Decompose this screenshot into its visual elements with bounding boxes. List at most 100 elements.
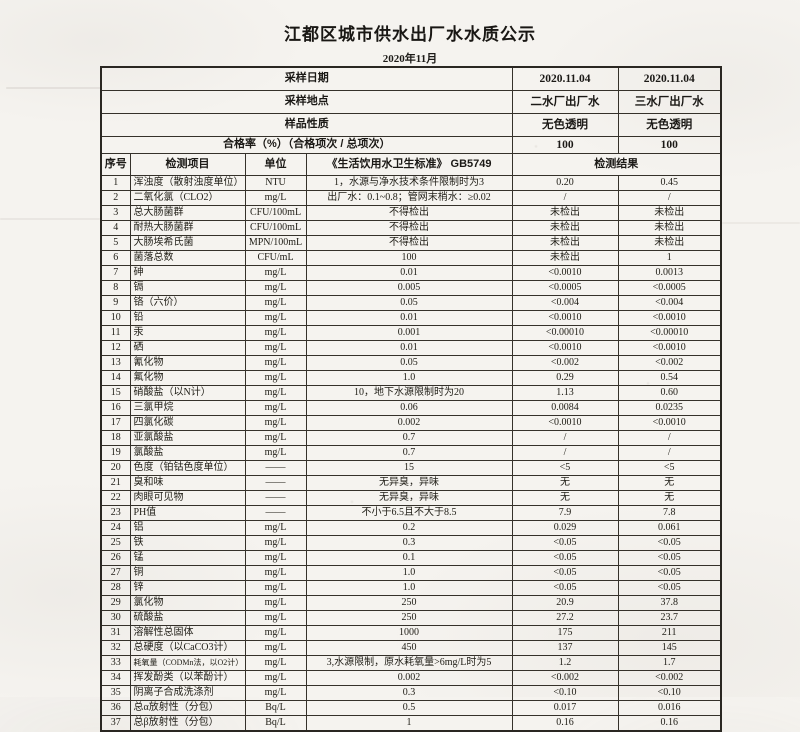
table-row: 6 菌落总数 CFU/mL 100 未检出 1 bbox=[101, 251, 721, 266]
col-header-result: 检测结果 bbox=[512, 154, 721, 176]
cell-standard-limit: 0.01 bbox=[306, 341, 512, 356]
cell-test-item: 浑浊度（散射浊度单位） bbox=[130, 176, 245, 191]
cell-standard-limit: 450 bbox=[306, 641, 512, 656]
cell-result-plant2: <0.05 bbox=[512, 581, 618, 596]
table-row: 24 铝 mg/L 0.2 0.029 0.061 bbox=[101, 521, 721, 536]
table-row: 1 浑浊度（散射浊度单位） NTU 1，水源与净水技术条件限制时为3 0.20 … bbox=[101, 176, 721, 191]
cell-result-plant2: 0.017 bbox=[512, 701, 618, 716]
cell-result-plant3: <5 bbox=[618, 461, 721, 476]
cell-row-number: 37 bbox=[101, 716, 130, 732]
cell-result-plant2: <0.0010 bbox=[512, 341, 618, 356]
cell-result-plant3: <0.002 bbox=[618, 356, 721, 371]
cell-standard-limit: 250 bbox=[306, 611, 512, 626]
water-quality-table: 采样日期 2020.11.04 2020.11.04 采样地点 二水厂出厂水 三… bbox=[100, 66, 722, 732]
cell-standard-limit: 100 bbox=[306, 251, 512, 266]
cell-unit: mg/L bbox=[245, 641, 306, 656]
cell-result-plant2: 1.2 bbox=[512, 656, 618, 671]
cell-result-plant2: 未检出 bbox=[512, 206, 618, 221]
info-value-plant3: 无色透明 bbox=[618, 114, 721, 137]
cell-result-plant3: <0.004 bbox=[618, 296, 721, 311]
cell-test-item: 阴离子合成洗涤剂 bbox=[130, 686, 245, 701]
cell-test-item: 锰 bbox=[130, 551, 245, 566]
cell-result-plant2: <0.0010 bbox=[512, 266, 618, 281]
cell-test-item: PH值 bbox=[130, 506, 245, 521]
info-value-plant2: 2020.11.04 bbox=[512, 67, 618, 91]
table-row: 20 色度（铂钴色度单位） —— 15 <5 <5 bbox=[101, 461, 721, 476]
cell-standard-limit: 1.0 bbox=[306, 566, 512, 581]
cell-standard-limit: 0.05 bbox=[306, 356, 512, 371]
cell-result-plant2: <0.10 bbox=[512, 686, 618, 701]
cell-result-plant3: 0.16 bbox=[618, 716, 721, 732]
cell-unit: mg/L bbox=[245, 416, 306, 431]
cell-result-plant3: 0.0013 bbox=[618, 266, 721, 281]
scan-artifact-streak bbox=[6, 87, 102, 89]
cell-result-plant2: <0.002 bbox=[512, 671, 618, 686]
cell-result-plant3: 0.54 bbox=[618, 371, 721, 386]
cell-result-plant3: / bbox=[618, 431, 721, 446]
cell-row-number: 5 bbox=[101, 236, 130, 251]
cell-row-number: 17 bbox=[101, 416, 130, 431]
cell-standard-limit: 出厂水：0.1~0.8；管网末梢水：≥0.02 bbox=[306, 191, 512, 206]
cell-row-number: 35 bbox=[101, 686, 130, 701]
cell-test-item: 总大肠菌群 bbox=[130, 206, 245, 221]
cell-result-plant2: 未检出 bbox=[512, 221, 618, 236]
page-subtitle: 2020年11月 bbox=[100, 50, 720, 66]
cell-standard-limit: 0.01 bbox=[306, 266, 512, 281]
cell-test-item: 挥发酚类（以苯酚计） bbox=[130, 671, 245, 686]
cell-result-plant3: <0.05 bbox=[618, 551, 721, 566]
cell-row-number: 24 bbox=[101, 521, 130, 536]
table-row: 30 硫酸盐 mg/L 250 27.2 23.7 bbox=[101, 611, 721, 626]
cell-test-item: 硫酸盐 bbox=[130, 611, 245, 626]
cell-standard-limit: 0.5 bbox=[306, 701, 512, 716]
table-row: 29 氯化物 mg/L 250 20.9 37.8 bbox=[101, 596, 721, 611]
info-row-label: 合格率（%）（合格项次 / 总项次） bbox=[101, 137, 512, 154]
info-value-plant3: 2020.11.04 bbox=[618, 67, 721, 91]
cell-result-plant2: 27.2 bbox=[512, 611, 618, 626]
cell-standard-limit: 0.002 bbox=[306, 416, 512, 431]
cell-unit: mg/L bbox=[245, 386, 306, 401]
cell-unit: mg/L bbox=[245, 626, 306, 641]
cell-result-plant3: 未检出 bbox=[618, 236, 721, 251]
cell-result-plant2: / bbox=[512, 446, 618, 461]
cell-result-plant3: <0.0005 bbox=[618, 281, 721, 296]
cell-result-plant2: 无 bbox=[512, 491, 618, 506]
table-row: 16 三氯甲烷 mg/L 0.06 0.0084 0.0235 bbox=[101, 401, 721, 416]
table-row: 8 镉 mg/L 0.005 <0.0005 <0.0005 bbox=[101, 281, 721, 296]
cell-result-plant3: 23.7 bbox=[618, 611, 721, 626]
cell-test-item: 三氯甲烷 bbox=[130, 401, 245, 416]
table-row: 13 氰化物 mg/L 0.05 <0.002 <0.002 bbox=[101, 356, 721, 371]
cell-result-plant3: <0.05 bbox=[618, 566, 721, 581]
cell-unit: Bq/L bbox=[245, 716, 306, 732]
cell-row-number: 8 bbox=[101, 281, 130, 296]
table-row: 28 锌 mg/L 1.0 <0.05 <0.05 bbox=[101, 581, 721, 596]
cell-test-item: 四氯化碳 bbox=[130, 416, 245, 431]
cell-standard-limit: 0.1 bbox=[306, 551, 512, 566]
cell-unit: mg/L bbox=[245, 446, 306, 461]
table-row: 3 总大肠菌群 CFU/100mL 不得检出 未检出 未检出 bbox=[101, 206, 721, 221]
cell-result-plant3: <0.0010 bbox=[618, 416, 721, 431]
cell-standard-limit: 1.0 bbox=[306, 581, 512, 596]
cell-standard-limit: 1，水源与净水技术条件限制时为3 bbox=[306, 176, 512, 191]
cell-row-number: 6 bbox=[101, 251, 130, 266]
table-row: 35 阴离子合成洗涤剂 mg/L 0.3 <0.10 <0.10 bbox=[101, 686, 721, 701]
cell-result-plant3: <0.10 bbox=[618, 686, 721, 701]
cell-standard-limit: 0.7 bbox=[306, 446, 512, 461]
cell-test-item: 铁 bbox=[130, 536, 245, 551]
cell-result-plant2: 175 bbox=[512, 626, 618, 641]
cell-result-plant2: <0.0010 bbox=[512, 311, 618, 326]
cell-result-plant3: <0.00010 bbox=[618, 326, 721, 341]
cell-row-number: 2 bbox=[101, 191, 130, 206]
info-row-label: 采样日期 bbox=[101, 67, 512, 91]
cell-result-plant3: 0.0235 bbox=[618, 401, 721, 416]
cell-unit: mg/L bbox=[245, 686, 306, 701]
cell-standard-limit: 0.005 bbox=[306, 281, 512, 296]
cell-unit: mg/L bbox=[245, 401, 306, 416]
cell-standard-limit: 不得检出 bbox=[306, 206, 512, 221]
cell-test-item: 大肠埃希氏菌 bbox=[130, 236, 245, 251]
cell-unit: —— bbox=[245, 476, 306, 491]
cell-result-plant3: 无 bbox=[618, 476, 721, 491]
cell-row-number: 1 bbox=[101, 176, 130, 191]
cell-row-number: 3 bbox=[101, 206, 130, 221]
cell-result-plant3: / bbox=[618, 446, 721, 461]
table-row: 18 亚氯酸盐 mg/L 0.7 / / bbox=[101, 431, 721, 446]
